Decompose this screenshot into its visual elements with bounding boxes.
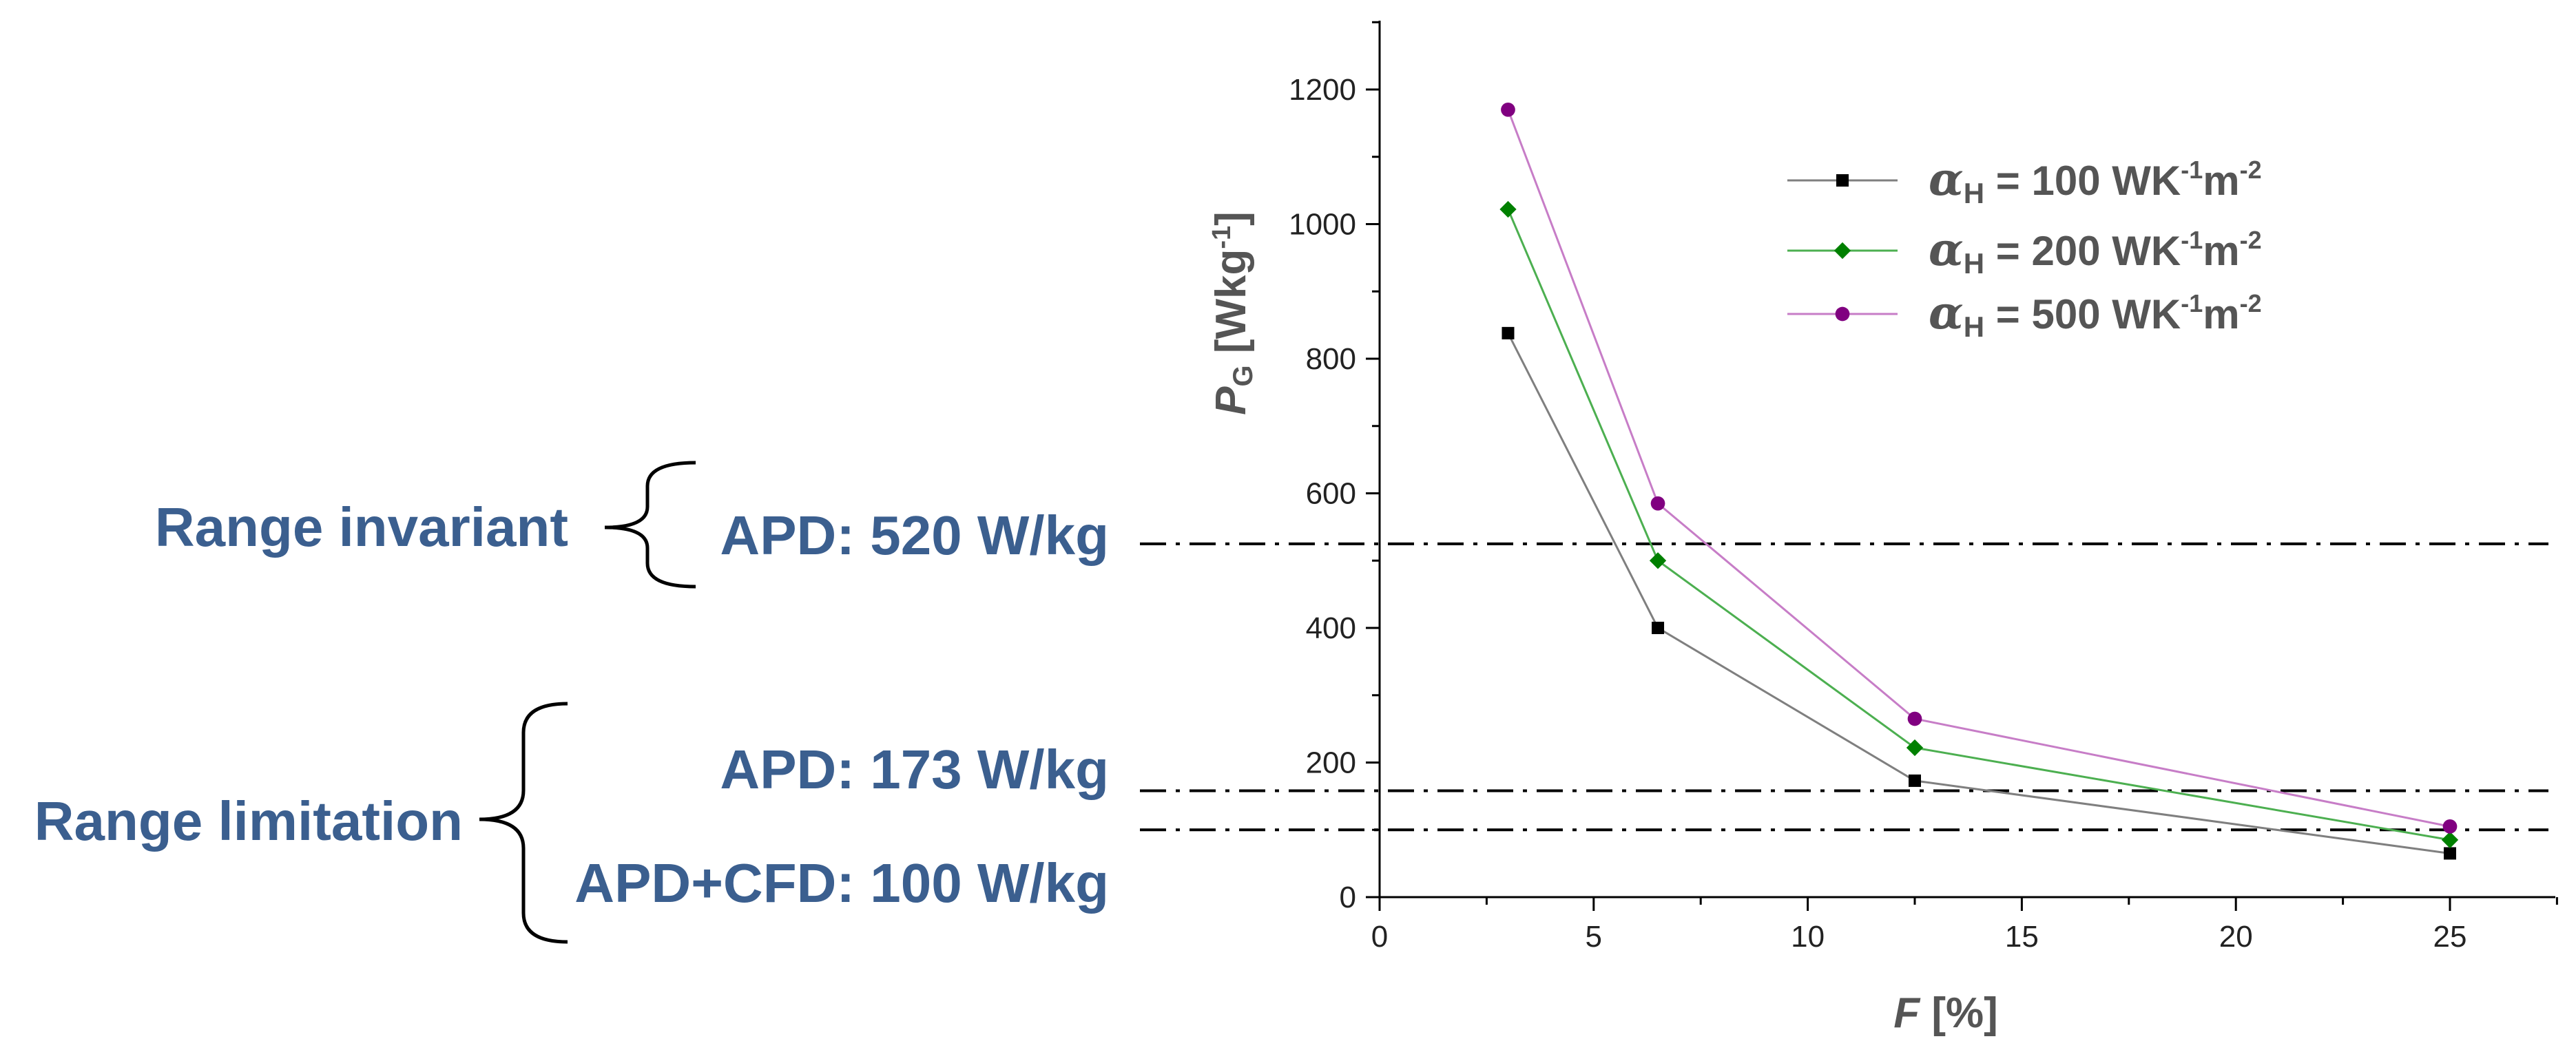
- data-point: [1652, 622, 1665, 634]
- data-point: [1906, 739, 1924, 757]
- series-1: [1502, 326, 2456, 860]
- data-point: [1909, 774, 1921, 787]
- y-axis-title: PG [Wkg-1]: [1207, 211, 1258, 415]
- x-tick-label: 25: [2433, 920, 2467, 954]
- data-point: [1501, 102, 1515, 117]
- data-point: [1834, 242, 1851, 260]
- group-label: Range invariant: [155, 496, 568, 558]
- x-tick-label: 15: [2005, 920, 2039, 954]
- x-tick-label: 0: [1371, 920, 1388, 954]
- data-point: [1499, 200, 1517, 218]
- x-axis-title: F [%]: [1893, 989, 1998, 1037]
- x-tick-label: 5: [1586, 920, 1602, 954]
- legend-entry: αH = 500 WK-1m-2: [1787, 286, 2262, 343]
- data-point: [1907, 711, 1922, 726]
- legend-entry: αH = 200 WK-1m-2: [1787, 222, 2262, 280]
- data-point: [1835, 306, 1850, 322]
- legend-label: αH = 500 WK-1m-2: [1929, 286, 2262, 343]
- y-tick-label: 400: [1306, 611, 1356, 645]
- annotations: APD: 520 W/kg APD: 173 W/kg APD+CFD: 100 W…: [34, 461, 1109, 944]
- y-tick-label: 0: [1340, 881, 1356, 914]
- y-tick-label: 800: [1306, 342, 1356, 376]
- series-line: [1507, 109, 2451, 828]
- series-line: [1507, 209, 2451, 841]
- legend: αH = 100 WK-1m-2 αH = 200 WK-1m-2 αH = 500…: [1787, 152, 2262, 343]
- legend-entry: αH = 100 WK-1m-2: [1787, 152, 2262, 209]
- y-tick-label: 600: [1306, 477, 1356, 511]
- y-tick-label: 200: [1306, 746, 1356, 780]
- axes: 0 5 10 15 20 25 0 200 400 600 800 1000 1200 F [%] PG […: [1207, 21, 2558, 1037]
- x-tick-label: 20: [2219, 920, 2253, 954]
- series-plot: [1499, 102, 2459, 860]
- x-tick-label: 10: [1791, 920, 1825, 954]
- brace: [604, 461, 696, 589]
- legend-label: αH = 100 WK-1m-2: [1929, 152, 2262, 209]
- data-point: [1649, 552, 1667, 569]
- data-point: [1650, 496, 1665, 511]
- y-tick-label: 1000: [1289, 208, 1356, 242]
- legend-label: αH = 200 WK-1m-2: [1929, 222, 2262, 280]
- reference-lines: [1140, 542, 2548, 832]
- group-label: Range limitation: [34, 790, 463, 852]
- series-2: [1499, 200, 2459, 849]
- data-point: [1836, 174, 1849, 187]
- reference-label: APD: 520 W/kg: [720, 505, 1109, 566]
- y-tick-label: 1200: [1289, 73, 1356, 107]
- data-point: [2444, 847, 2456, 860]
- data-point: [2442, 819, 2458, 834]
- reference-label: APD: 173 W/kg: [720, 739, 1109, 800]
- brace: [479, 702, 568, 944]
- series-3: [1501, 102, 2458, 834]
- data-point: [2441, 831, 2459, 849]
- reference-label: APD+CFD: 100 W/kg: [574, 852, 1109, 914]
- series-line: [1507, 333, 2451, 854]
- data-point: [1502, 326, 1515, 339]
